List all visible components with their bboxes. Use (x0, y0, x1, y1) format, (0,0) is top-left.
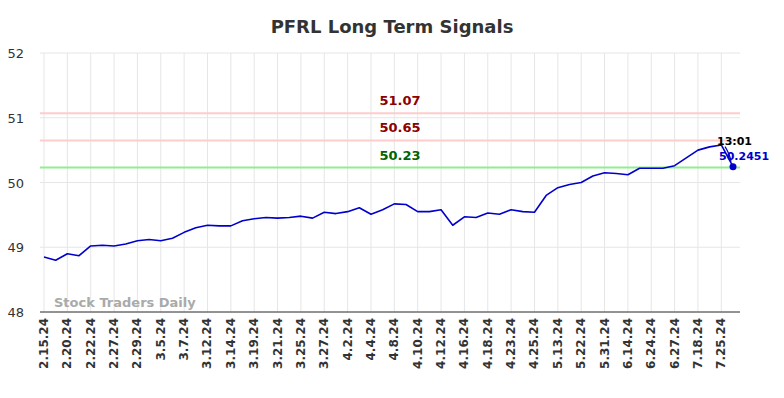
x-tick-label: 3.25.24 (294, 318, 308, 369)
grid-line (674, 53, 675, 312)
chart: PFRL Long Term Signals 48 49 50 51 52 2.15.24 2… (0, 0, 784, 398)
x-tick-label: 4.16.24 (457, 318, 471, 369)
x-axis (40, 312, 740, 313)
grid-line (40, 247, 740, 248)
y-axis (40, 53, 41, 312)
grid-line (40, 53, 740, 54)
annotation-value: 50.2451 (719, 150, 769, 163)
reference-line (40, 112, 740, 114)
grid-line (697, 53, 698, 312)
grid-line (651, 53, 652, 312)
reference-line (40, 167, 740, 169)
grid-line (417, 53, 418, 312)
grid-line (207, 53, 208, 312)
annotation-time: 13:01 (717, 135, 752, 148)
grid-line (40, 117, 740, 118)
x-tick-label: 3.14.24 (224, 318, 238, 369)
grid-line (184, 53, 185, 312)
x-tick-label: 3.19.24 (247, 318, 261, 369)
grid-line (511, 53, 512, 312)
x-tick-label: 6.24.24 (644, 318, 658, 369)
x-tick-label: 4.23.24 (504, 318, 518, 369)
grid-line (441, 53, 442, 312)
x-tick-label: 6.14.24 (621, 318, 635, 369)
grid-line (90, 53, 91, 312)
grid-line (160, 53, 161, 312)
x-tick-label: 3.12.24 (200, 318, 214, 369)
grid-line (721, 53, 722, 312)
grid-line (277, 53, 278, 312)
x-tick-label: 7.18.24 (691, 318, 705, 369)
grid-line (324, 53, 325, 312)
reference-line (40, 139, 740, 141)
x-tick-label: 2.20.24 (60, 318, 74, 369)
background (0, 0, 784, 398)
grid-line (604, 53, 605, 312)
x-tick-label: 6.27.24 (668, 318, 682, 369)
x-tick-label: 7.25.24 (714, 318, 728, 369)
grid-line (67, 53, 68, 312)
grid-line (627, 53, 628, 312)
y-tick-label: 49 (7, 240, 24, 255)
grid-line (230, 53, 231, 312)
x-tick-label: 2.29.24 (130, 318, 144, 369)
x-tick-label: 4.12.24 (434, 318, 448, 369)
x-tick-label: 5.22.24 (574, 318, 588, 369)
x-tick-label: 4.4.24 (364, 318, 378, 361)
y-tick-label: 51 (7, 111, 24, 126)
x-tick-label: 5.13.24 (551, 318, 565, 369)
grid-line (114, 53, 115, 312)
x-tick-label: 2.15.24 (37, 318, 51, 369)
plot-area (44, 145, 737, 260)
x-tick-label: 4.18.24 (481, 318, 495, 369)
grid-line (370, 53, 371, 312)
grid-line (300, 53, 301, 312)
reference-label: 50.65 (379, 120, 420, 135)
x-tick-label: 3.21.24 (271, 318, 285, 369)
y-tick-label: 52 (7, 46, 24, 61)
y-tick-label: 48 (7, 305, 24, 320)
grid-line (40, 312, 740, 313)
grid-line (347, 53, 348, 312)
grid-line (487, 53, 488, 312)
watermark: Stock Traders Daily (54, 295, 196, 310)
grid-line (254, 53, 255, 312)
x-tick-label: 4.10.24 (411, 318, 425, 369)
grid-line (40, 182, 740, 183)
reference-label: 50.23 (379, 148, 420, 163)
x-tick-label: 3.5.24 (154, 318, 168, 361)
price-line (44, 145, 733, 260)
x-tick-label: 5.31.24 (598, 318, 612, 369)
y-tick-label: 50 (7, 176, 24, 191)
reference-label: 51.07 (379, 93, 420, 108)
last-point (730, 163, 737, 170)
x-tick-label: 4.8.24 (387, 318, 401, 361)
x-tick-label: 4.25.24 (527, 318, 541, 369)
x-tick-label: 4.2.24 (341, 318, 355, 361)
x-tick-label: 2.22.24 (84, 318, 98, 369)
grid-line (394, 53, 395, 312)
x-tick-label: 3.7.24 (177, 318, 191, 361)
grid-line (464, 53, 465, 312)
x-tick-label: 3.27.24 (317, 318, 331, 369)
grid-line (44, 53, 45, 312)
grid-line (557, 53, 558, 312)
grid-line (534, 53, 535, 312)
grid-line (137, 53, 138, 312)
x-tick-label: 2.27.24 (107, 318, 121, 369)
title: PFRL Long Term Signals (271, 16, 514, 37)
